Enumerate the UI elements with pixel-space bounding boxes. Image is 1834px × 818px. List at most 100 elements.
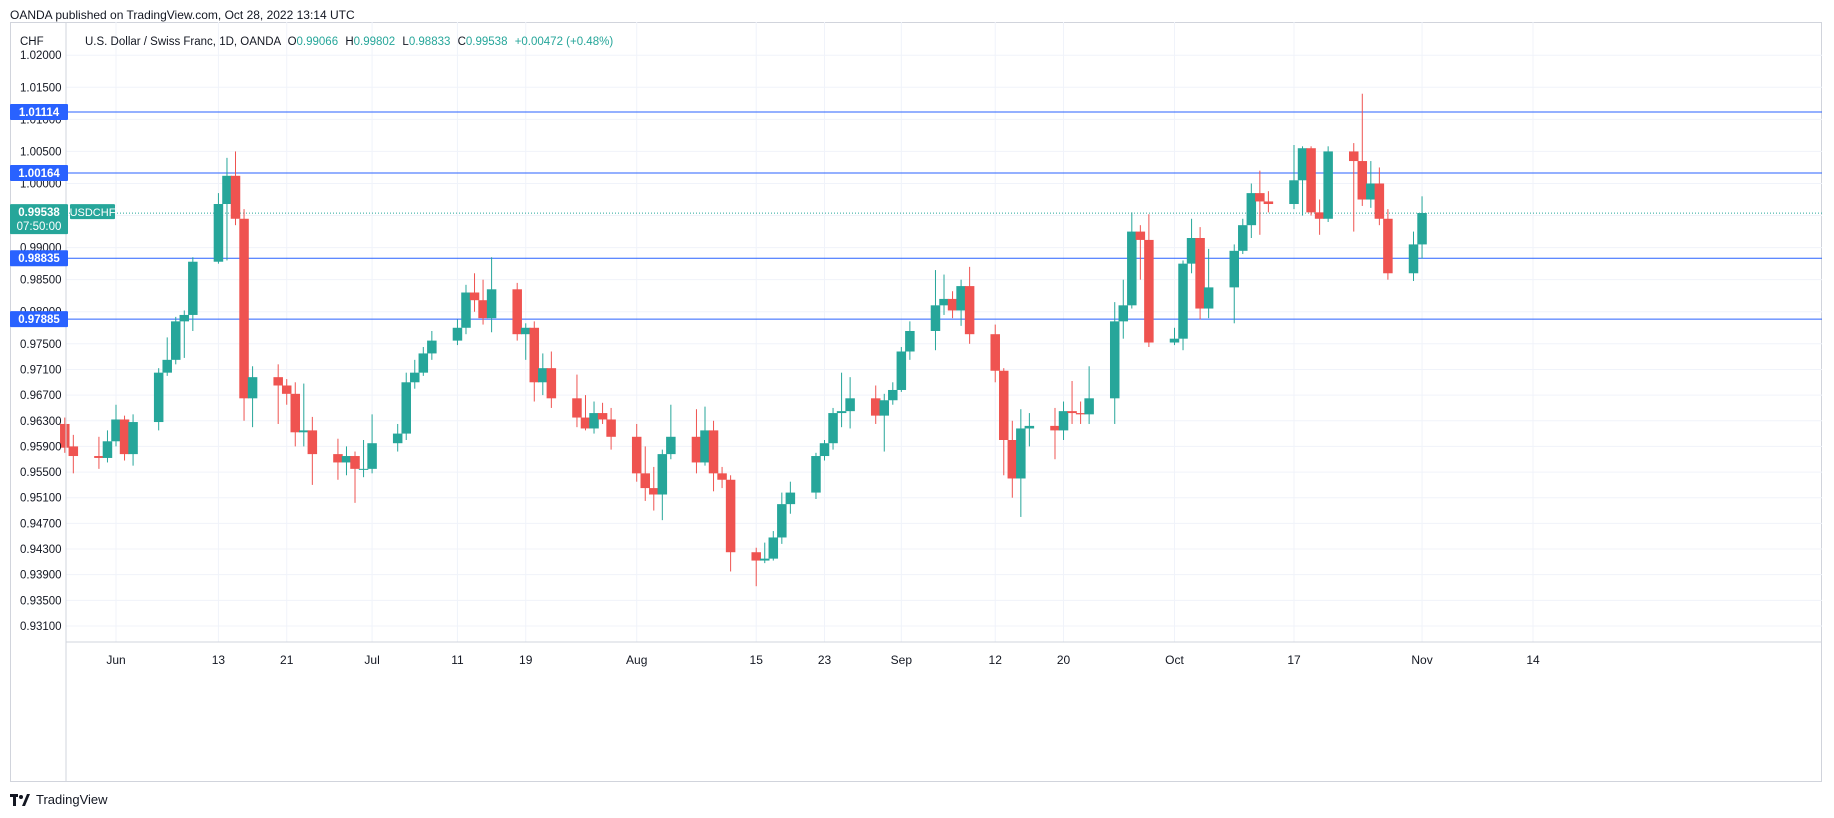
- y-tick-label: 0.95500: [20, 467, 62, 479]
- candle: [999, 368, 1009, 476]
- candle-body: [811, 456, 821, 493]
- candle: [333, 438, 343, 480]
- candle-body: [870, 398, 881, 416]
- candle-body: [649, 488, 659, 495]
- candle: [606, 407, 616, 450]
- candle: [1186, 218, 1197, 274]
- countdown-label: 07:50:00: [17, 221, 62, 233]
- footer-brand[interactable]: TradingView: [10, 792, 108, 807]
- horizontal-levels[interactable]: [10, 111, 1822, 320]
- candle: [111, 404, 121, 447]
- candle-body: [222, 175, 232, 205]
- level-badge: [10, 164, 68, 181]
- candle-body: [538, 368, 548, 383]
- candle: [1357, 93, 1368, 206]
- candlestick-chart[interactable]: 1.020001.015001.010001.005001.000000.995…: [10, 22, 1822, 782]
- candle-body: [1349, 151, 1359, 162]
- candle-body: [281, 385, 292, 394]
- symbol-description[interactable]: U.S. Dollar / Swiss Franc, 1D, OANDA: [85, 36, 282, 48]
- tradingview-logo-icon: [10, 793, 30, 806]
- candle-body: [461, 292, 471, 328]
- candle-body: [179, 314, 190, 322]
- candle: [538, 353, 548, 396]
- candle: [1263, 191, 1274, 213]
- candle: [290, 382, 301, 447]
- candle-body: [60, 423, 70, 448]
- candle: [273, 364, 283, 424]
- low-label: L: [402, 36, 409, 48]
- y-tick-label: 0.95900: [20, 441, 62, 453]
- currency-label: CHF: [20, 36, 44, 48]
- candle: [1366, 161, 1376, 208]
- candle: [179, 310, 190, 358]
- level-badge: [10, 311, 68, 328]
- candle: [222, 157, 232, 261]
- candle: [239, 209, 249, 421]
- published-header: OANDA published on TradingView.com, Oct …: [10, 8, 355, 22]
- y-tick-label: 1.00000: [20, 178, 62, 190]
- y-tick-label: 1.01500: [20, 82, 62, 94]
- candle: [1195, 227, 1205, 320]
- candle-body: [700, 430, 710, 463]
- level-badge-label: 1.00164: [18, 168, 60, 180]
- candle: [1297, 146, 1308, 216]
- candle-body: [1289, 180, 1299, 205]
- x-tick-label: Oct: [1165, 653, 1184, 667]
- candle-body: [299, 430, 309, 433]
- candle-body: [828, 413, 838, 444]
- price-badges: 1.01114 1.00164 0.98835 0.97885 0.99538 07:50…: [10, 104, 116, 328]
- candle: [879, 393, 890, 452]
- candle-body: [708, 430, 719, 474]
- candle-body: [896, 351, 907, 390]
- candle: [939, 274, 949, 315]
- candle-body: [1238, 225, 1248, 251]
- candle-body: [930, 305, 941, 331]
- candle-body: [999, 370, 1009, 440]
- candle: [1383, 209, 1393, 280]
- candle-body: [392, 433, 403, 444]
- candle: [1118, 279, 1129, 339]
- candle: [452, 319, 463, 346]
- candle: [119, 415, 130, 461]
- brand-name: TradingView: [36, 792, 108, 807]
- candle: [631, 423, 642, 482]
- candle: [367, 414, 377, 474]
- candle-body: [1383, 218, 1393, 274]
- candle-body: [572, 398, 582, 418]
- x-tick-label: Sep: [891, 653, 913, 667]
- candle: [60, 417, 70, 453]
- price-axis[interactable]: 1.020001.015001.010001.005001.000000.995…: [20, 22, 67, 782]
- level-badge-label: 0.97885: [18, 314, 60, 326]
- candle-body: [785, 492, 796, 505]
- candle-body: [1169, 338, 1180, 343]
- candle: [597, 402, 608, 424]
- candle: [1024, 413, 1035, 447]
- candle: [188, 257, 198, 331]
- candle: [341, 446, 352, 476]
- candle: [1238, 218, 1248, 255]
- time-axis[interactable]: Jun 13 21 Jul 11 19 Aug 15 23 Sep 12 20 Oct 17 Nov 14: [66, 641, 1822, 667]
- candle-body: [777, 504, 787, 538]
- x-tick-label: 23: [818, 653, 832, 667]
- candle: [649, 466, 659, 511]
- candle-body: [1297, 148, 1308, 181]
- candle-body: [760, 558, 770, 561]
- y-tick-label: 0.98500: [20, 275, 62, 287]
- x-tick-label: 11: [451, 653, 464, 667]
- candle-body: [512, 289, 522, 335]
- candle-body: [1178, 263, 1188, 339]
- candle-body: [153, 372, 164, 423]
- candle-body: [956, 286, 966, 311]
- candle-body: [1229, 250, 1239, 288]
- candle: [1374, 167, 1385, 226]
- candle-body: [939, 298, 949, 306]
- x-tick-label: 20: [1057, 653, 1071, 667]
- candle: [392, 423, 403, 452]
- close-label: C: [457, 36, 466, 48]
- y-tick-label: 0.94700: [20, 518, 62, 530]
- candle-body: [964, 286, 975, 335]
- candle-body: [102, 441, 113, 458]
- candle: [469, 273, 480, 312]
- candle-body: [1323, 151, 1333, 219]
- y-tick-label: 0.94300: [20, 544, 62, 556]
